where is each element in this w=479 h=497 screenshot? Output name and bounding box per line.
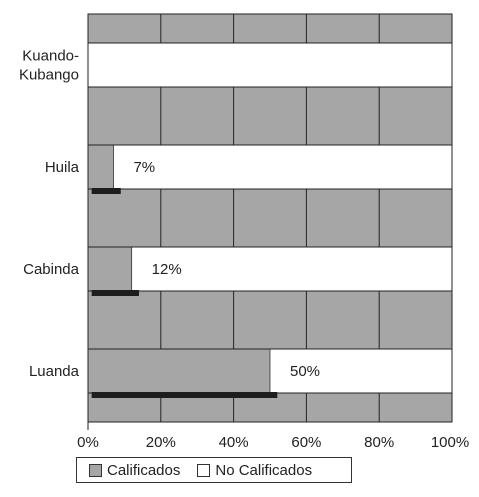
bar-calificados: [87, 246, 133, 292]
secondary-bar: [91, 392, 278, 398]
secondary-bar: [91, 188, 121, 194]
category-label: Cabinda: [23, 261, 80, 278]
category-label: Kubango: [19, 67, 79, 84]
category-label: Kuando-: [22, 48, 79, 65]
bar-calificados: [87, 348, 271, 394]
bar-no-calificados: [113, 145, 452, 189]
x-tick-label: 100%: [431, 434, 469, 451]
bar-no-calificados: [88, 43, 452, 87]
bar-calificados: [87, 144, 114, 190]
legend-swatch-no-calificados: [197, 463, 211, 477]
bar-no-calificados: [270, 349, 452, 393]
legend-item-calificados: Calificados: [89, 462, 180, 479]
category-label: Luanda: [29, 363, 80, 380]
category-label: Huila: [45, 159, 80, 176]
legend-label-no-calificados: No Calificados: [215, 461, 313, 479]
x-tick-label: 60%: [291, 434, 321, 451]
legend: Calificados No Calificados: [76, 457, 352, 483]
x-tick-label: 40%: [219, 434, 249, 451]
data-label: 50%: [290, 363, 320, 380]
secondary-bar: [91, 290, 139, 296]
legend-label-calificados: Calificados: [107, 461, 181, 479]
legend-swatch-calificados: [89, 463, 102, 477]
x-tick-label: 20%: [146, 434, 176, 451]
legend-item-no-calificados: No Calificados: [197, 462, 312, 479]
data-label: 7%: [133, 159, 155, 176]
bar-no-calificados: [131, 247, 452, 291]
x-tick-label: 0%: [77, 434, 99, 451]
x-tick-label: 80%: [364, 434, 394, 451]
data-label: 12%: [152, 261, 182, 278]
